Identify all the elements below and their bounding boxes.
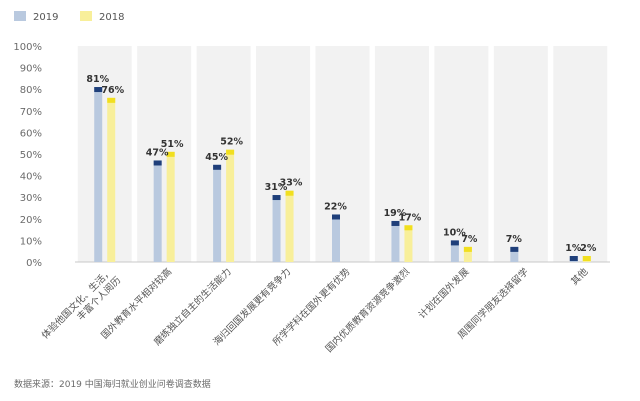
bar-cap-2019 <box>272 195 281 201</box>
bar-2019 <box>391 220 400 262</box>
category-band <box>256 46 311 262</box>
bar-cap-2019 <box>450 240 459 246</box>
bar-cap-2018 <box>226 149 235 155</box>
bars <box>94 87 591 262</box>
y-tick-label: 80% <box>20 85 42 96</box>
bar-2018 <box>226 149 235 262</box>
y-tick-label: 10% <box>20 236 42 247</box>
bar-cap-2019 <box>153 160 162 166</box>
legend-swatch-2018 <box>80 11 92 21</box>
bar-2018 <box>285 190 294 262</box>
legend-swatch-2019 <box>14 11 26 21</box>
value-label-2019: 22% <box>324 201 347 212</box>
y-tick-label: 40% <box>20 172 42 183</box>
value-label-2019: 1% <box>565 243 582 254</box>
bar-cap-2018 <box>166 151 175 157</box>
category-band <box>493 46 548 262</box>
category-labels: 体验他国文化、生活，丰富个人阅历国外教育水平相对较高磨练独立自主的生活能力海归回… <box>39 265 591 354</box>
category-band <box>434 46 489 262</box>
bar-cap-2019 <box>569 256 578 261</box>
category-label: 计划在国外发展 <box>416 265 472 321</box>
category-band <box>77 46 132 262</box>
y-tick-label: 30% <box>20 193 42 204</box>
y-tick-label: 20% <box>20 215 42 226</box>
value-label-2018: 76% <box>101 85 124 96</box>
bar-cap-2018 <box>404 225 413 231</box>
value-label-2019: 47% <box>146 147 169 158</box>
bar-cap-2018 <box>582 256 591 261</box>
y-tick-label: 90% <box>20 64 42 75</box>
value-label-2019: 10% <box>443 227 466 238</box>
value-label-2019: 31% <box>265 182 288 193</box>
y-tick-label: 0% <box>26 258 42 269</box>
value-label-2018: 33% <box>280 178 303 189</box>
bar-cap-2019 <box>94 87 103 93</box>
legend-label-2018: 2018 <box>99 12 124 23</box>
y-tick-label: 70% <box>20 107 42 118</box>
value-label-2018: 51% <box>161 139 184 150</box>
value-label-2018: 2% <box>580 243 597 254</box>
y-tick-label: 50% <box>20 150 42 161</box>
value-labels: 81%76%47%51%45%52%31%33%22%19%17%10%7% 7%… <box>86 74 596 254</box>
bar-cap-2019 <box>213 164 222 170</box>
value-label-2018: 7% <box>461 234 478 245</box>
value-label-2019: 19% <box>384 208 407 219</box>
bar-2019 <box>213 164 222 262</box>
bar-cap-2018 <box>285 190 294 196</box>
category-band <box>196 46 251 262</box>
bar-2019 <box>510 246 519 262</box>
bar-2018 <box>404 225 413 262</box>
category-band <box>553 46 608 262</box>
legend: 2019 2018 <box>14 11 124 23</box>
bar-cap-2019 <box>332 214 340 220</box>
y-tick-label: 60% <box>20 128 42 139</box>
bar-2019 <box>94 87 103 262</box>
value-label-2018: 17% <box>399 212 422 223</box>
legend-label-2019: 2019 <box>33 12 58 23</box>
category-band <box>374 46 429 262</box>
category-band <box>137 46 192 262</box>
value-label-2018: 52% <box>220 137 243 148</box>
value-label-2019: 7% <box>506 234 523 245</box>
value-label-2019: 81% <box>86 74 109 85</box>
bar-2018 <box>166 151 175 262</box>
bar-2019 <box>272 195 281 262</box>
bar-2019 <box>450 240 459 262</box>
value-label-2019: 45% <box>205 152 228 163</box>
bar-2018 <box>107 97 116 262</box>
y-tick-label: 100% <box>13 42 42 53</box>
bar-cap-2019 <box>391 220 400 226</box>
category-background-bands <box>77 46 608 262</box>
bar-2018 <box>463 246 472 262</box>
bar-cap-2019 <box>510 246 519 252</box>
bar-2019 <box>153 160 162 262</box>
bar-2019 <box>332 214 340 262</box>
bar-cap-2018 <box>463 246 472 252</box>
y-axis: 0% 10% 20% 30% 40% 50% 60% 70% 80% 90% 100% <box>13 42 42 269</box>
source-note: 数据来源：2019 中国海归就业创业问卷调查数据 <box>14 380 211 390</box>
bar-cap-2018 <box>107 97 116 103</box>
category-band <box>315 46 370 262</box>
category-label: 其他 <box>568 265 590 287</box>
